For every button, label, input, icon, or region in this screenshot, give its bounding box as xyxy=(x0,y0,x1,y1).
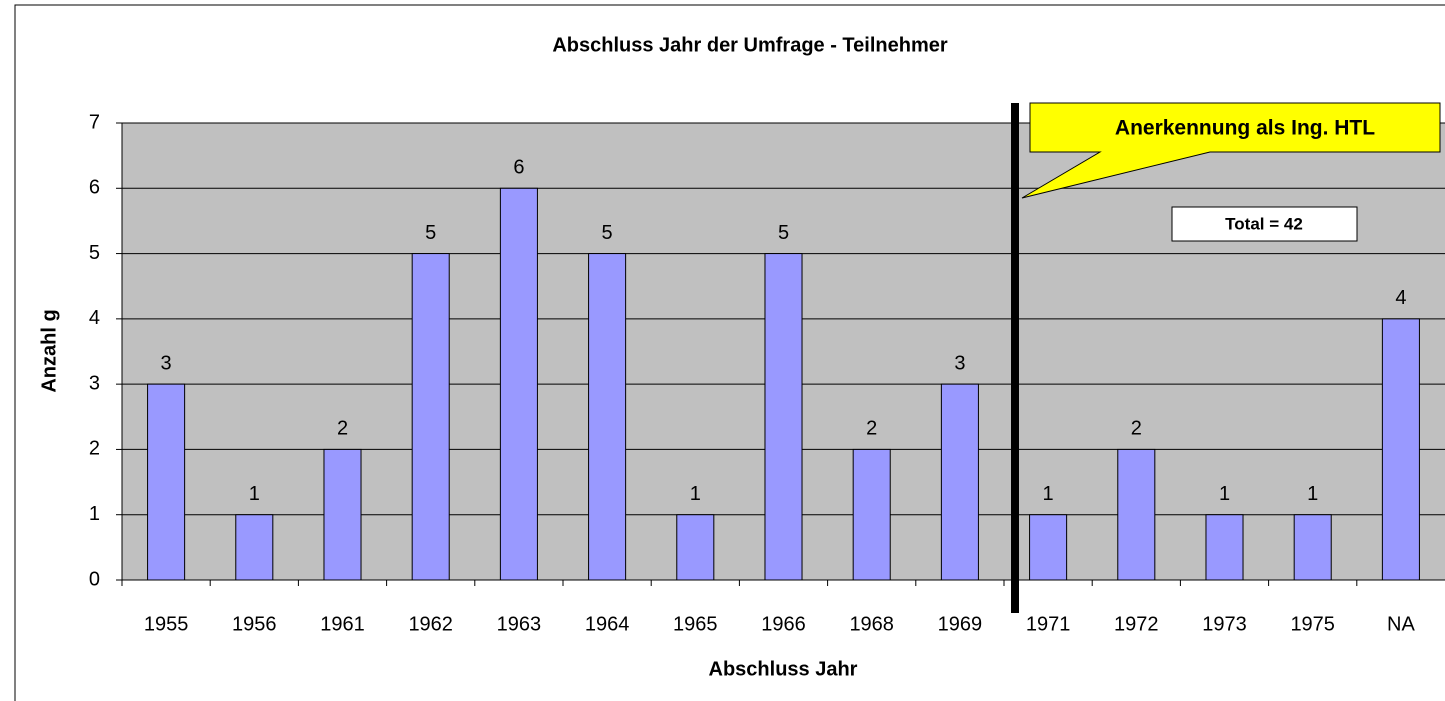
data-label: 1 xyxy=(1307,483,1318,505)
data-label: 2 xyxy=(866,418,877,440)
x-axis-title: Abschluss Jahr xyxy=(709,658,858,680)
bar xyxy=(1029,514,1068,581)
data-label: 3 xyxy=(954,352,965,374)
y-tick-label: 5 xyxy=(89,242,100,264)
bar xyxy=(235,514,274,581)
x-tick-label: 1975 xyxy=(1290,613,1335,635)
data-label: 2 xyxy=(1131,418,1142,440)
x-tick-label: 1961 xyxy=(320,613,365,635)
y-tick-label: 2 xyxy=(89,438,100,460)
bar xyxy=(940,383,979,581)
x-tick-label: 1962 xyxy=(408,613,453,635)
y-tick-label: 6 xyxy=(89,177,100,199)
bar xyxy=(588,253,627,581)
bar xyxy=(676,514,715,581)
data-label: 1 xyxy=(1219,483,1230,505)
x-tick-label: 1966 xyxy=(761,613,806,635)
data-label: 4 xyxy=(1395,287,1406,309)
chart-title: Abschluss Jahr der Umfrage - Teilnehmer xyxy=(552,34,948,56)
x-tick-label: 1963 xyxy=(497,613,542,635)
data-label: 6 xyxy=(513,157,524,179)
bar xyxy=(764,253,803,581)
total-box xyxy=(1171,206,1358,242)
x-tick-label: 1972 xyxy=(1114,613,1159,635)
bar xyxy=(1381,318,1420,581)
bar xyxy=(1293,514,1332,581)
bar xyxy=(499,187,538,581)
bar xyxy=(323,448,362,581)
y-tick-label: 4 xyxy=(89,307,100,329)
total-text: Total = 42 xyxy=(1225,214,1303,233)
data-label: 5 xyxy=(602,222,613,244)
data-label: 1 xyxy=(690,483,701,505)
bar xyxy=(411,253,450,581)
callout-text: Anerkennung als Ing. HTL xyxy=(1115,117,1375,140)
x-tick-label: 1965 xyxy=(673,613,718,635)
data-label: 5 xyxy=(778,222,789,244)
x-tick-label: 1956 xyxy=(232,613,277,635)
bar xyxy=(1205,514,1244,581)
data-label: 1 xyxy=(249,483,260,505)
x-tick-label: 1971 xyxy=(1026,613,1071,635)
data-label: 5 xyxy=(425,222,436,244)
data-label: 1 xyxy=(1043,483,1054,505)
x-tick-label: NA xyxy=(1387,613,1415,635)
bar xyxy=(1117,448,1156,581)
x-tick-label: 1973 xyxy=(1202,613,1247,635)
bar xyxy=(852,448,891,581)
y-tick-label: 7 xyxy=(89,111,100,133)
y-tick-label: 0 xyxy=(89,568,100,590)
data-label: 2 xyxy=(337,418,348,440)
data-label: 3 xyxy=(161,352,172,374)
y-axis-title: Anzahl g xyxy=(38,309,60,392)
x-tick-label: 1964 xyxy=(585,613,630,635)
y-tick-label: 1 xyxy=(89,503,100,525)
x-tick-label: 1968 xyxy=(849,613,894,635)
x-tick-label: 1969 xyxy=(938,613,983,635)
bar xyxy=(147,383,186,581)
callout xyxy=(1021,102,1441,199)
x-tick-label: 1955 xyxy=(144,613,189,635)
y-tick-label: 3 xyxy=(89,372,100,394)
